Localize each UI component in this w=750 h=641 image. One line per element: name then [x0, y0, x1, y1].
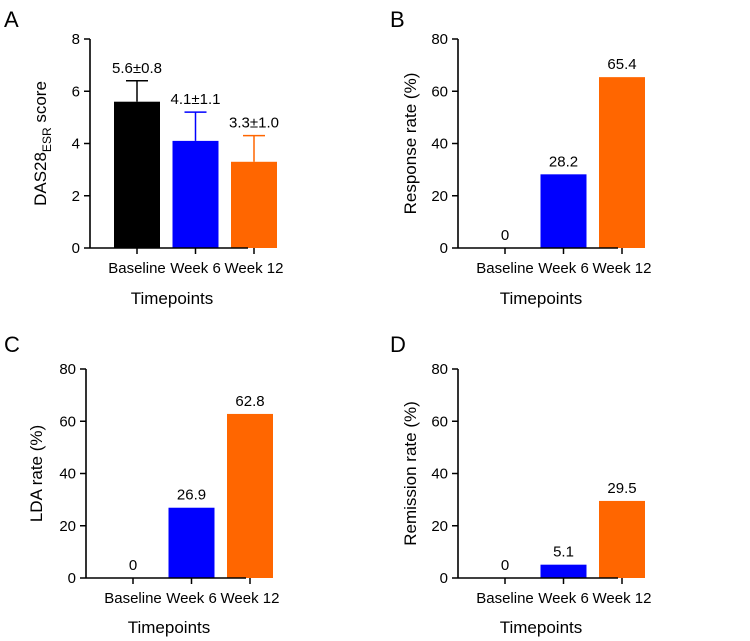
bar-week-12 — [599, 500, 645, 578]
bar-week-6 — [540, 564, 587, 578]
x-tick-label: Baseline — [104, 590, 162, 607]
bar-week-12 — [231, 161, 277, 248]
y-tick-label: 60 — [59, 413, 76, 430]
panel-c: C 0 Baseline 26.9 Week 6 62.8 Week 12 0 20 40 60 80… — [4, 332, 279, 637]
panel-letter: A — [4, 7, 19, 32]
y-tick-label: 40 — [431, 466, 448, 483]
bar-week-6 — [540, 174, 587, 248]
data-label: 62.8 — [235, 393, 264, 410]
y-tick-label: 6 — [72, 83, 80, 100]
x-axis-title: Timepoints — [500, 618, 583, 637]
panel-d: D 0 Baseline 5.1 Week 6 29.5 Week 12 0 20 40 60 80 T… — [390, 332, 651, 637]
panel-letter: C — [4, 332, 20, 357]
y-tick-label: 20 — [59, 518, 76, 535]
x-axis-title: Timepoints — [131, 289, 214, 308]
bar-week-12 — [599, 77, 645, 248]
data-label: 3.3±1.0 — [229, 115, 279, 132]
y-axis-title: DAS28ESR score — [31, 81, 54, 206]
bar-baseline — [114, 101, 160, 248]
y-tick-label: 40 — [431, 136, 448, 153]
x-axis-title: Timepoints — [500, 289, 583, 308]
x-tick-label: Baseline — [108, 260, 166, 277]
y-tick-label: 0 — [440, 570, 448, 587]
y-axis-title: LDA rate (%) — [27, 425, 46, 522]
y-tick-label: 0 — [68, 570, 76, 587]
panel-letter: B — [390, 7, 405, 32]
data-label: 0 — [129, 557, 137, 574]
data-label: 5.1 — [553, 544, 574, 561]
x-tick-label: Week 6 — [538, 260, 589, 277]
y-tick-label: 80 — [431, 31, 448, 48]
panel-a: A 5.6±0.8 Baseline 4.1±1.1 Week 6 3.3±1.0 Week… — [4, 7, 283, 308]
x-tick-label: Week 12 — [593, 590, 652, 607]
data-label: 26.9 — [177, 487, 206, 504]
y-tick-label: 4 — [72, 136, 80, 153]
bar-week-12 — [227, 413, 273, 578]
y-tick-label: 60 — [431, 413, 448, 430]
panel-b: B 0 Baseline 28.2 Week 6 65.4 Week 12 0 20 40 60 80… — [390, 7, 651, 308]
bar-week-6 — [172, 140, 219, 248]
y-axis-title: Remission rate (%) — [401, 401, 420, 546]
y-tick-label: 0 — [72, 240, 80, 257]
y-tick-label: 0 — [440, 240, 448, 257]
x-tick-label: Week 12 — [593, 260, 652, 277]
x-tick-label: Week 12 — [221, 590, 280, 607]
bar-week-6 — [168, 507, 215, 578]
x-tick-label: Week 6 — [170, 260, 221, 277]
y-tick-label: 80 — [59, 361, 76, 378]
y-tick-label: 20 — [431, 188, 448, 205]
x-tick-label: Week 6 — [166, 590, 217, 607]
x-tick-label: Week 12 — [225, 260, 284, 277]
y-tick-label: 60 — [431, 83, 448, 100]
y-tick-label: 80 — [431, 361, 448, 378]
y-tick-label: 8 — [72, 31, 80, 48]
data-label: 5.6±0.8 — [112, 60, 162, 77]
panel-letter: D — [390, 332, 406, 357]
data-label: 0 — [501, 227, 509, 244]
y-tick-label: 20 — [431, 518, 448, 535]
y-tick-label: 2 — [72, 188, 80, 205]
data-label: 4.1±1.1 — [171, 91, 221, 108]
x-axis-title: Timepoints — [128, 618, 211, 637]
data-label: 0 — [501, 557, 509, 574]
x-tick-label: Baseline — [476, 260, 534, 277]
data-label: 65.4 — [607, 56, 636, 73]
x-tick-label: Week 6 — [538, 590, 589, 607]
data-label: 29.5 — [607, 480, 636, 497]
data-label: 28.2 — [549, 153, 578, 170]
y-tick-label: 40 — [59, 466, 76, 483]
y-axis-title: Response rate (%) — [401, 73, 420, 215]
x-tick-label: Baseline — [476, 590, 534, 607]
